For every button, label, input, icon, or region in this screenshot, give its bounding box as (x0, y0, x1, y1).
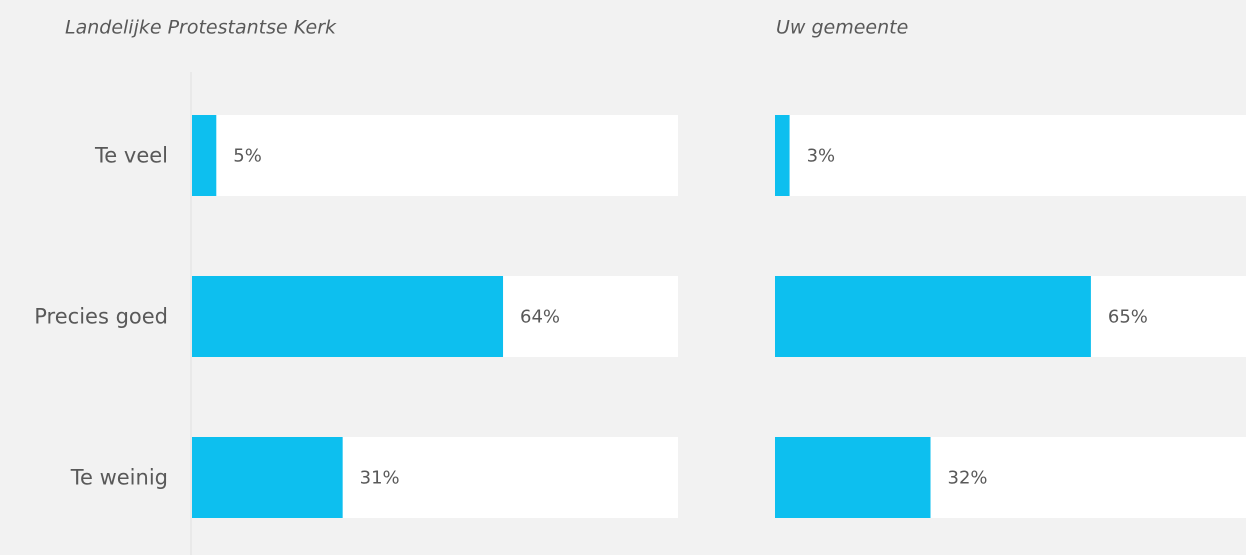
value-label: 32% (948, 468, 988, 489)
chart-title: Landelijke Protestantse Kerk (65, 17, 337, 39)
category-label: Te veel (94, 144, 168, 168)
bar (775, 115, 790, 196)
bar (775, 276, 1091, 357)
bar-track (775, 115, 1246, 196)
value-label: 64% (520, 307, 560, 328)
bar (775, 437, 931, 518)
chart-title: Uw gemeente (776, 17, 908, 39)
category-label: Precies goed (34, 305, 168, 329)
value-label: 65% (1108, 307, 1148, 328)
bar (192, 115, 217, 196)
value-label: 3% (807, 146, 836, 167)
bar (192, 437, 343, 518)
value-label: 5% (233, 146, 262, 167)
value-label: 31% (360, 468, 400, 489)
bar-track (192, 115, 678, 196)
category-label: Te weinig (70, 466, 168, 490)
bar (192, 276, 504, 357)
